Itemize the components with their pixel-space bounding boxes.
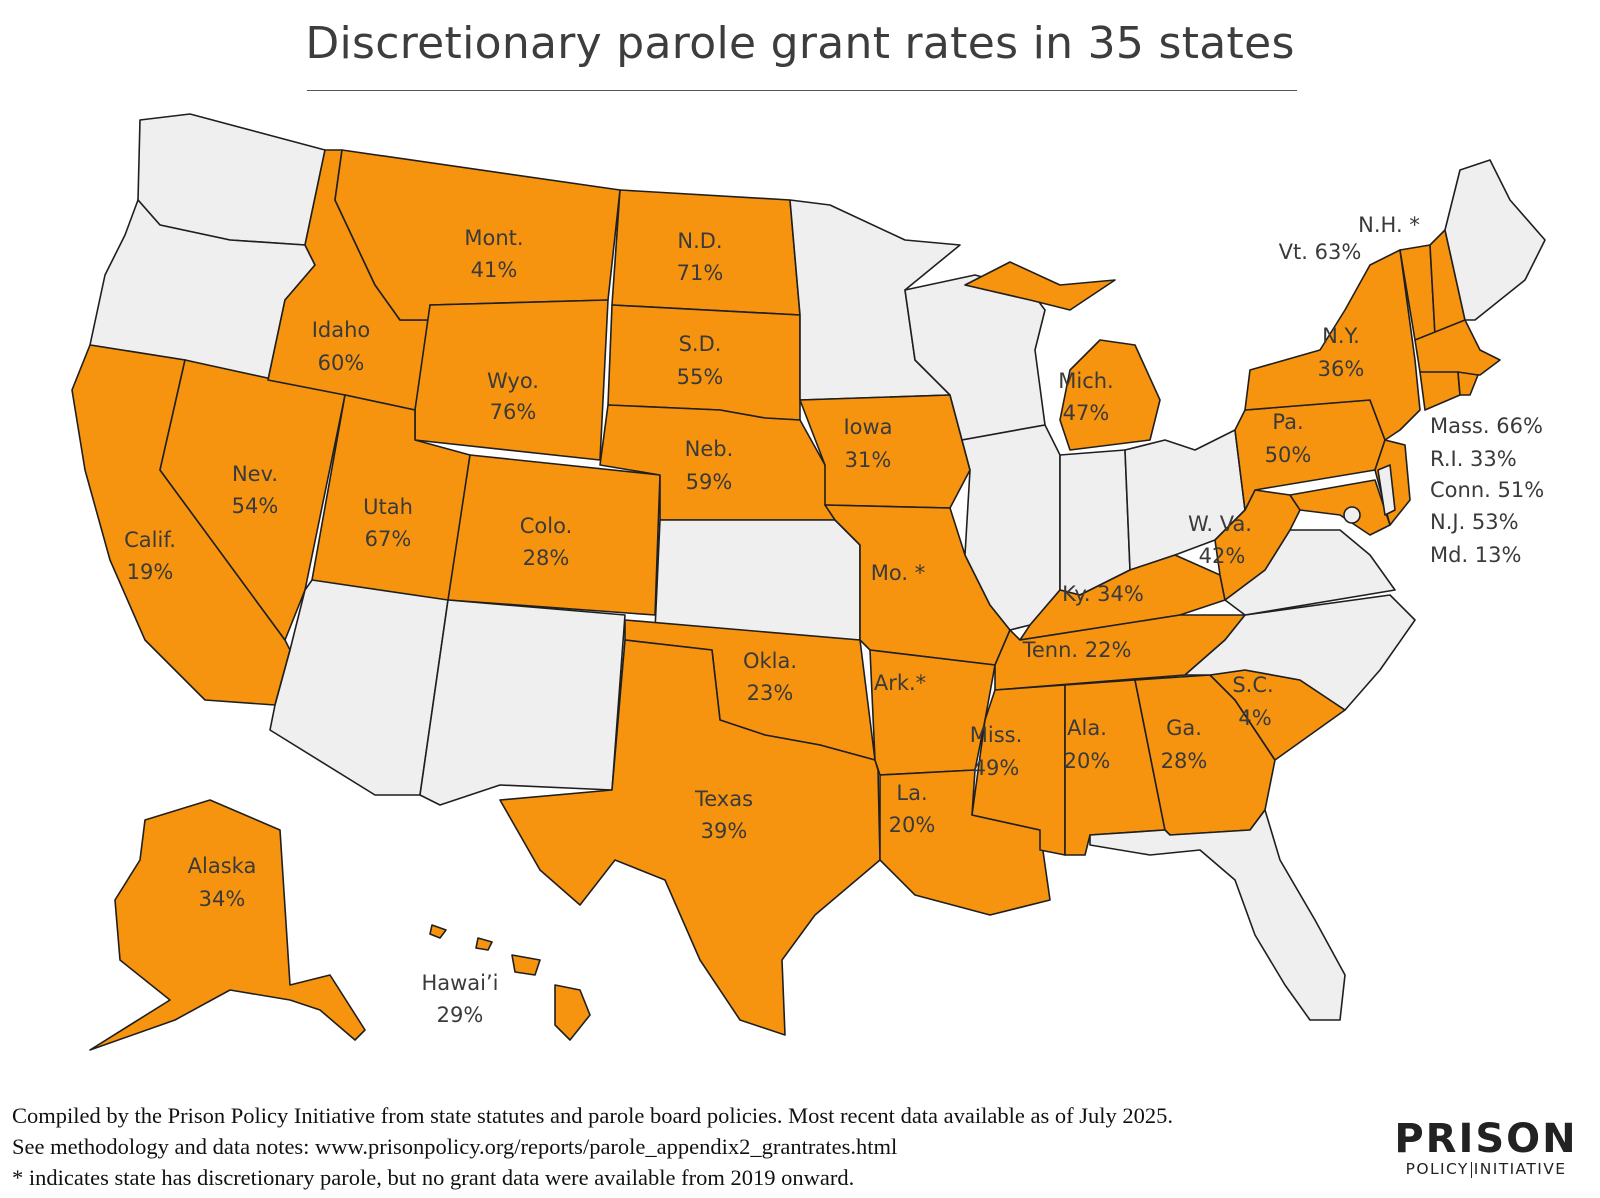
state-texas	[499, 639, 881, 1036]
label-ga-rate: 28%	[1161, 749, 1208, 773]
state-alaska	[89, 799, 366, 1051]
label-nh: N.H. *	[1358, 213, 1420, 237]
label-la-name: La.	[896, 781, 927, 805]
state-north-carolina	[1184, 594, 1416, 711]
label-neb-name: Neb.	[685, 437, 734, 461]
label-wyo-rate: 76%	[490, 400, 537, 424]
source-notes: Compiled by the Prison Policy Initiative…	[12, 1100, 1173, 1193]
label-calif-rate: 19%	[127, 560, 174, 584]
label-mich-rate: 47%	[1063, 401, 1110, 425]
logo-bottom-left: POLICY	[1405, 1160, 1469, 1178]
side-label-mass: Mass. 66%	[1430, 414, 1543, 438]
label-idaho-rate: 60%	[318, 351, 365, 375]
label-colo-name: Colo.	[520, 514, 573, 538]
note-asterisk: * indicates state has discretionary paro…	[12, 1165, 855, 1190]
state-hawaii	[429, 924, 591, 1041]
label-ny-rate: 36%	[1318, 357, 1365, 381]
us-parole-map: Mont. 41% N.D. 71% Idaho 60% Wyo. 76% S.…	[71, 113, 1546, 1051]
label-miss-name: Miss.	[970, 723, 1023, 747]
note-source: Compiled by the Prison Policy Initiative…	[12, 1103, 1173, 1128]
label-wyo-name: Wyo.	[487, 369, 539, 393]
logo-bottom-right: INITIATIVE	[1473, 1160, 1567, 1178]
label-texas-name: Texas	[694, 787, 753, 811]
state-illinois	[961, 424, 1061, 631]
label-nd-name: N.D.	[677, 229, 722, 253]
state-washington	[137, 113, 326, 246]
label-hawaii-name: Hawai’i	[421, 971, 498, 995]
label-idaho-name: Idaho	[312, 318, 371, 342]
label-neb-rate: 59%	[686, 470, 733, 494]
label-mo: Mo. *	[871, 561, 925, 585]
label-pa-name: Pa.	[1272, 410, 1303, 434]
side-label-nj: N.J. 53%	[1430, 510, 1519, 534]
label-alaska-rate: 34%	[199, 887, 246, 911]
label-pa-rate: 50%	[1265, 443, 1312, 467]
side-label-md: Md. 13%	[1430, 543, 1521, 567]
label-ny-name: N.Y.	[1322, 324, 1360, 348]
label-nev-name: Nev.	[232, 462, 278, 486]
label-hawaii-rate: 29%	[437, 1003, 484, 1027]
state-louisiana	[879, 769, 1051, 916]
label-ga-name: Ga.	[1166, 716, 1202, 740]
label-nd-rate: 71%	[677, 261, 724, 285]
label-okla-name: Okla.	[743, 649, 797, 673]
label-iowa-rate: 31%	[845, 448, 892, 472]
state-indiana	[1059, 449, 1131, 596]
label-texas-rate: 39%	[701, 819, 748, 843]
label-sc-name: S.C.	[1232, 673, 1273, 697]
dc-marker	[1343, 506, 1361, 524]
state-labels: Mont. 41% N.D. 71% Idaho 60% Wyo. 76% S.…	[124, 213, 1420, 1027]
label-iowa-name: Iowa	[843, 415, 892, 439]
label-vt: Vt. 63%	[1279, 240, 1362, 264]
side-label-ri: R.I. 33%	[1430, 447, 1517, 471]
logo-top-text: PRISON	[1394, 1116, 1578, 1162]
prison-policy-initiative-logo: PRISON POLICY INITIATIVE	[1386, 1118, 1586, 1178]
label-utah-name: Utah	[363, 495, 413, 519]
label-ala-rate: 20%	[1064, 749, 1111, 773]
label-tenn: Tenn. 22%	[1022, 638, 1132, 662]
state-south-dakota	[607, 304, 801, 421]
northeast-side-labels: Mass. 66% R.I. 33% Conn. 51% N.J. 53% Md…	[1430, 414, 1544, 567]
label-la-rate: 20%	[889, 813, 936, 837]
state-maine	[1444, 159, 1546, 321]
label-utah-rate: 67%	[365, 527, 412, 551]
state-michigan	[964, 261, 1161, 451]
map-title: Discretionary parole grant rates in 35 s…	[305, 18, 1295, 69]
state-maryland	[1289, 479, 1391, 536]
state-new-mexico	[419, 599, 626, 806]
label-wva-name: W. Va.	[1188, 512, 1252, 536]
state-connecticut	[1419, 371, 1461, 411]
state-new-york	[1244, 249, 1421, 441]
label-mont-name: Mont.	[464, 226, 523, 250]
label-ala-name: Ala.	[1067, 716, 1107, 740]
side-label-conn: Conn. 51%	[1430, 478, 1544, 502]
label-sd-rate: 55%	[677, 365, 724, 389]
state-florida	[1089, 809, 1346, 1021]
label-nev-rate: 54%	[232, 494, 279, 518]
note-methodology: See methodology and data notes: www.pris…	[12, 1134, 898, 1159]
state-delaware	[1377, 464, 1396, 516]
logo-bottom-text: POLICY INITIATIVE	[1386, 1160, 1586, 1178]
label-ky: Ky. 34%	[1062, 582, 1144, 606]
state-kansas	[654, 519, 861, 641]
state-wyoming	[414, 299, 609, 461]
logo-divider	[1470, 1161, 1472, 1178]
label-wva-rate: 42%	[1199, 544, 1246, 568]
label-alaska-name: Alaska	[188, 854, 257, 878]
title-underline	[307, 90, 1297, 91]
label-ark: Ark.*	[874, 671, 926, 695]
label-miss-rate: 49%	[973, 756, 1020, 780]
label-okla-rate: 23%	[747, 681, 794, 705]
label-calif-name: Calif.	[124, 528, 176, 552]
label-mont-rate: 41%	[471, 258, 518, 282]
label-mich-name: Mich.	[1058, 369, 1113, 393]
label-colo-rate: 28%	[523, 546, 570, 570]
state-rhode-island	[1457, 371, 1479, 396]
label-sc-rate: 4%	[1238, 706, 1271, 730]
label-sd-name: S.D.	[679, 332, 722, 356]
